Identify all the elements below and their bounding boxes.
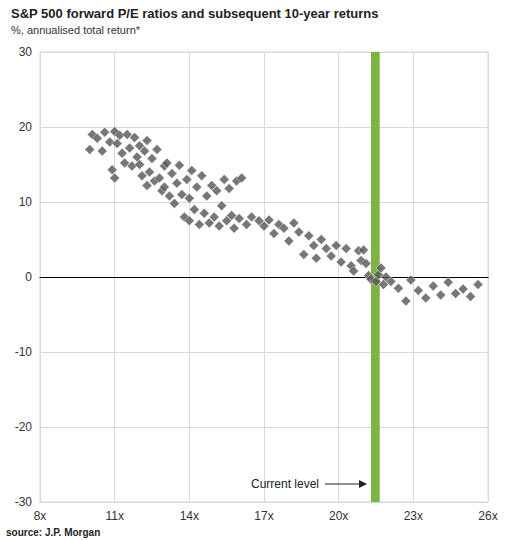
- svg-text:-20: -20: [15, 420, 33, 434]
- svg-text:-10: -10: [15, 345, 33, 359]
- svg-text:8x: 8x: [34, 509, 47, 523]
- svg-text:10: 10: [19, 195, 33, 209]
- svg-text:26x: 26x: [478, 509, 497, 523]
- svg-text:17x: 17x: [254, 509, 273, 523]
- svg-text:Current level: Current level: [251, 477, 319, 491]
- svg-text:-30: -30: [15, 495, 33, 509]
- svg-text:%, annualised total return*: %, annualised total return*: [11, 24, 141, 36]
- svg-text:S&P 500 forward P/E ratios and: S&P 500 forward P/E ratios and subsequen…: [11, 6, 379, 21]
- svg-text:source: J.P. Morgan: source: J.P. Morgan: [6, 527, 100, 538]
- svg-text:11x: 11x: [105, 509, 123, 523]
- svg-text:20: 20: [19, 120, 33, 134]
- svg-text:30: 30: [19, 45, 33, 59]
- svg-text:23x: 23x: [404, 509, 423, 523]
- svg-text:0: 0: [25, 270, 32, 284]
- svg-text:20x: 20x: [329, 509, 348, 523]
- svg-text:14x: 14x: [180, 509, 199, 523]
